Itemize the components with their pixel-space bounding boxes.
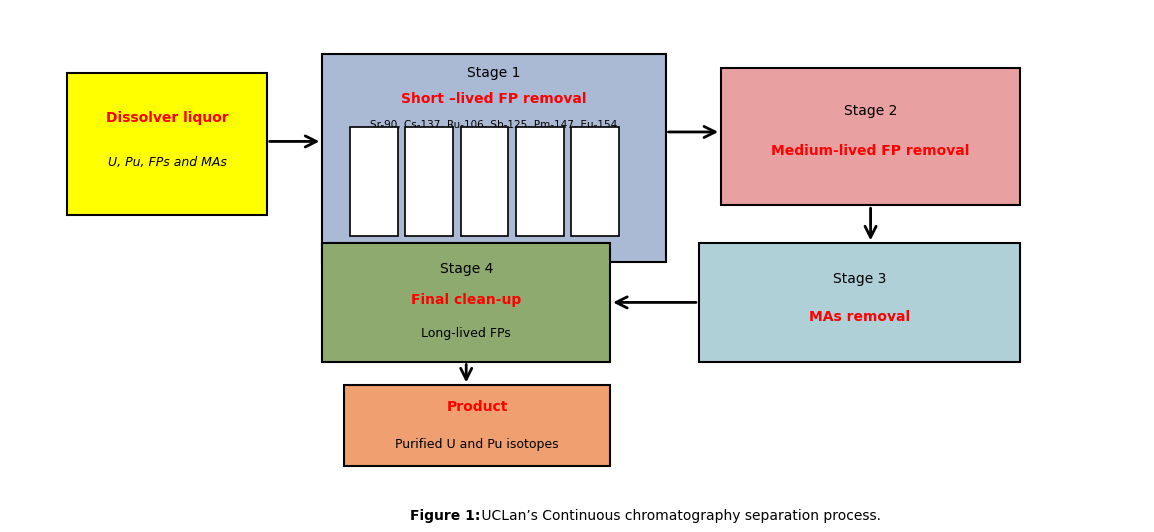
Text: Stage 3: Stage 3: [833, 272, 886, 286]
Text: Purified U and Pu isotopes: Purified U and Pu isotopes: [396, 438, 559, 451]
Text: Dissolver liquor: Dissolver liquor: [106, 111, 228, 125]
FancyBboxPatch shape: [405, 127, 452, 236]
Text: Figure 1:: Figure 1:: [410, 509, 480, 523]
Text: Medium-lived FP removal: Medium-lived FP removal: [771, 144, 969, 158]
Text: Long-lived FPs: Long-lived FPs: [421, 327, 511, 340]
Text: Stage 2: Stage 2: [844, 104, 898, 118]
Text: MAs removal: MAs removal: [809, 310, 911, 323]
FancyBboxPatch shape: [699, 243, 1020, 362]
Text: Final clean-up: Final clean-up: [411, 293, 522, 307]
FancyBboxPatch shape: [322, 54, 666, 262]
FancyBboxPatch shape: [344, 385, 610, 466]
FancyBboxPatch shape: [460, 127, 508, 236]
Text: Product: Product: [447, 400, 508, 413]
FancyBboxPatch shape: [516, 127, 563, 236]
Text: Stage 4: Stage 4: [440, 262, 493, 276]
FancyBboxPatch shape: [67, 73, 267, 215]
Text: UCLan’s Continuous chromatography separation process.: UCLan’s Continuous chromatography separa…: [477, 509, 881, 523]
Text: Sr-90, Cs-137, Ru-106, Sb-125, Pm-147, Eu-154: Sr-90, Cs-137, Ru-106, Sb-125, Pm-147, E…: [370, 120, 617, 130]
Text: U, Pu, FPs and MAs: U, Pu, FPs and MAs: [107, 156, 226, 169]
FancyBboxPatch shape: [322, 243, 610, 362]
FancyBboxPatch shape: [350, 127, 397, 236]
FancyBboxPatch shape: [721, 68, 1020, 205]
FancyBboxPatch shape: [571, 127, 619, 236]
Text: Stage 1: Stage 1: [467, 66, 520, 80]
Text: Short –lived FP removal: Short –lived FP removal: [402, 92, 586, 106]
